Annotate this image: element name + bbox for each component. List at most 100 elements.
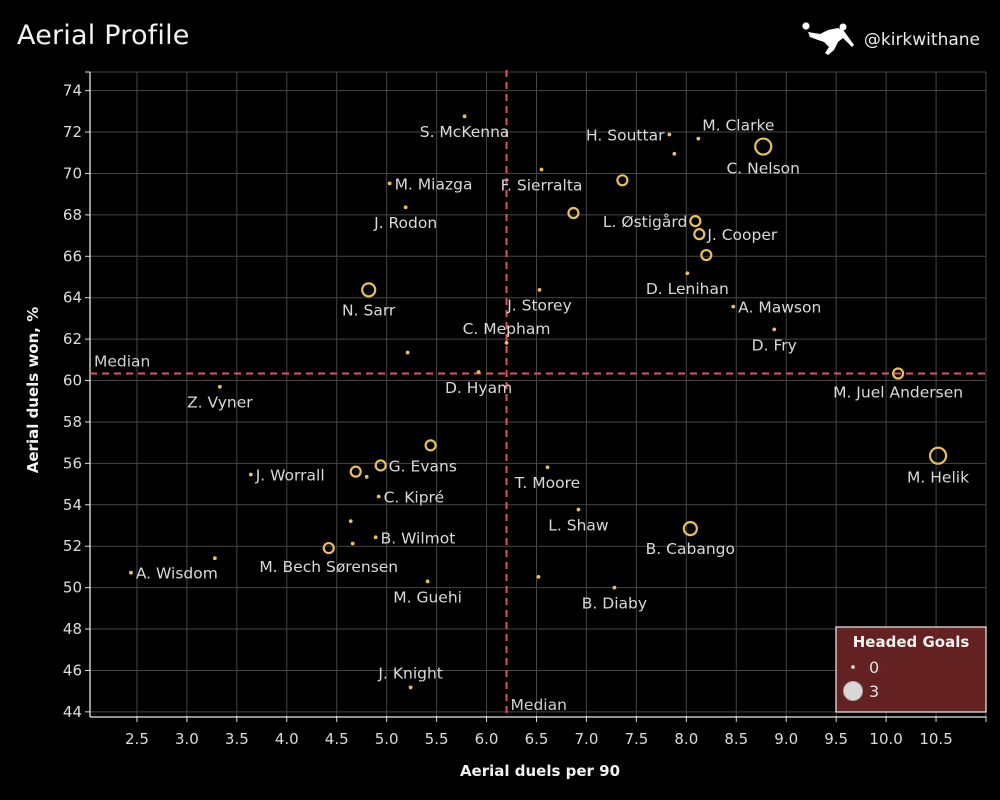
- data-point: [672, 151, 677, 156]
- point-label: C. Kipré: [384, 489, 445, 507]
- point-label: F. Sierralta: [501, 176, 583, 194]
- point-label: D. Hyam: [445, 379, 512, 397]
- data-point: [536, 574, 541, 579]
- data-point: [462, 114, 467, 119]
- point-label: J. Worrall: [255, 467, 325, 485]
- y-tick-label: 62: [63, 330, 82, 348]
- page-title: Aerial Profile: [17, 20, 190, 51]
- data-point: [322, 541, 335, 555]
- axes: [85, 71, 987, 722]
- point-label: M. Clarke: [702, 117, 774, 135]
- x-tick-label: 9.5: [824, 730, 848, 748]
- data-point: [350, 541, 355, 546]
- legend-title: Headed Goals: [853, 633, 970, 651]
- data-point: [567, 206, 580, 220]
- y-tick-label: 72: [63, 123, 82, 141]
- data-point: [405, 350, 410, 355]
- median-lines: Median Median: [90, 70, 986, 716]
- legend-size-swatch: [843, 681, 863, 701]
- x-tick-label: 7.0: [575, 730, 599, 748]
- y-tick-label: 52: [63, 537, 82, 555]
- point-label: N. Sarr: [342, 301, 396, 319]
- data-point: [612, 585, 617, 590]
- data-point: [129, 570, 133, 575]
- x-tick-label: 5.0: [375, 730, 399, 748]
- data-point: [685, 271, 690, 276]
- author-handle: @kirkwithane: [863, 30, 980, 50]
- x-tick-label: 3.0: [175, 730, 199, 748]
- data-point: [693, 228, 706, 241]
- point-label: A. Mawson: [738, 299, 821, 317]
- point-label: M. Juel Andersen: [833, 383, 963, 401]
- legend-box: [835, 626, 987, 713]
- x-tick-label: 8.0: [674, 730, 698, 748]
- y-tick-label: 68: [63, 206, 82, 224]
- y-tick-label: 66: [63, 247, 82, 265]
- bicycle-kick-footballer-icon: [802, 22, 854, 55]
- point-label: L. Østigård: [603, 213, 687, 231]
- data-point: [248, 472, 253, 477]
- y-tick-label: 56: [63, 454, 82, 472]
- point-label: G. Evans: [389, 457, 457, 475]
- y-tick-label: 74: [63, 82, 82, 100]
- x-tick-label: 5.5: [425, 730, 449, 748]
- data-point: [424, 439, 437, 452]
- x-tick-label: 8.5: [724, 730, 748, 748]
- point-label: J. Cooper: [706, 226, 778, 244]
- point-label: H. Souttar: [586, 127, 665, 145]
- data-point: [376, 494, 381, 499]
- data-point: [891, 367, 905, 380]
- data-point: [545, 465, 550, 470]
- point-label: J. Rodon: [373, 214, 437, 232]
- y-tick-label: 58: [63, 413, 82, 431]
- point-label: A. Wisdom: [136, 565, 218, 583]
- median-x-label: Median: [511, 696, 567, 714]
- point-label: J. Storey: [506, 297, 572, 315]
- data-point: [349, 465, 362, 478]
- data-point: [731, 304, 736, 309]
- x-tick-label: 6.5: [525, 730, 549, 748]
- point-label: J. Knight: [377, 665, 442, 683]
- y-tick-label: 46: [63, 661, 82, 679]
- data-point: [754, 137, 773, 156]
- data-point: [616, 174, 629, 187]
- y-tick-label: 70: [63, 164, 82, 182]
- y-tick-label: 44: [63, 703, 82, 721]
- data-point: [504, 340, 509, 345]
- data-point: [364, 474, 369, 479]
- data-point: [425, 579, 430, 584]
- median-y-label: Median: [94, 352, 150, 370]
- point-label: Z. Vyner: [187, 394, 253, 412]
- x-tick-label: 9.0: [774, 730, 798, 748]
- data-point: [387, 181, 392, 186]
- x-axis-title: Aerial duels per 90: [460, 762, 620, 780]
- data-point: [772, 327, 777, 332]
- x-tick-label: 10.0: [869, 730, 902, 748]
- legend-item-label: 3: [869, 682, 879, 701]
- legend: Headed Goals 0 3: [835, 626, 987, 713]
- data-point: [217, 384, 222, 389]
- legend-item-label: 0: [869, 658, 879, 677]
- y-tick-labels: 44 46 48 50 52 54 56 58 60 62 64 66 68 70 72 74: [63, 82, 82, 721]
- data-point: [539, 167, 544, 172]
- point-label: M. Miazga: [395, 175, 473, 193]
- y-tick-label: 54: [63, 496, 82, 514]
- y-tick-label: 60: [63, 372, 82, 390]
- data-point: [403, 205, 408, 210]
- data-point: [928, 446, 948, 465]
- point-label: S. McKenna: [420, 123, 510, 141]
- point-label: T. Moore: [514, 474, 580, 492]
- point-label: D. Lenihan: [646, 280, 729, 298]
- data-point: [212, 556, 217, 561]
- point-label: C. Nelson: [726, 160, 800, 178]
- y-tick-label: 50: [63, 579, 82, 597]
- data-point: [348, 519, 353, 524]
- point-label: M. Bech Sørensen: [259, 558, 398, 576]
- x-tick-label: 3.5: [225, 730, 249, 748]
- point-label: B. Wilmot: [381, 529, 456, 547]
- data-point: [682, 520, 698, 537]
- x-tick-label: 10.5: [919, 730, 952, 748]
- x-tick-label: 7.5: [624, 730, 648, 748]
- point-labels: S. McKenna H. Souttar M. Clarke C. Nelson M.…: [136, 117, 969, 683]
